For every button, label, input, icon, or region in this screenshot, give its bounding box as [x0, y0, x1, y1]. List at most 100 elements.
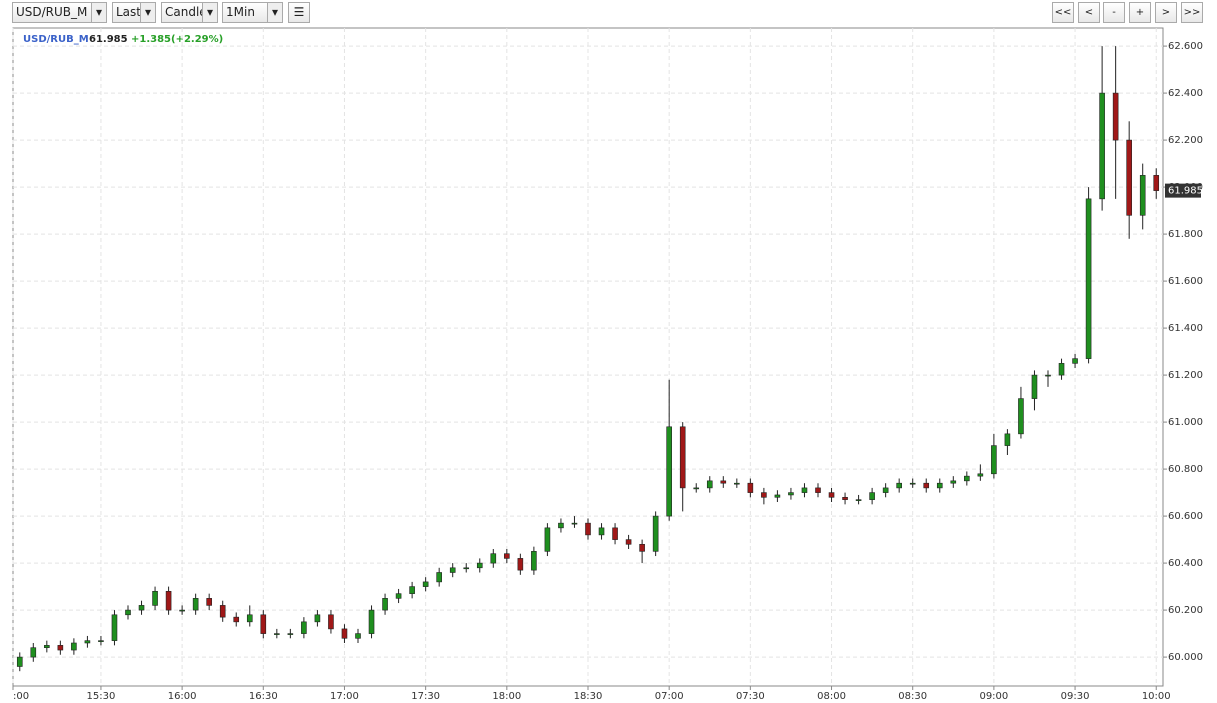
y-tick-label: 60.400: [1168, 558, 1203, 569]
x-tick-label: 17:30: [411, 691, 440, 702]
candle-body: [558, 522, 564, 529]
x-tick-label: 08:00: [817, 691, 846, 702]
price-type-select[interactable]: Last: [112, 2, 156, 23]
candle-body: [341, 628, 348, 639]
nav-button[interactable]: +: [1129, 2, 1151, 23]
candle-body: [909, 482, 916, 485]
candle-body: [612, 527, 618, 540]
nav-button[interactable]: <: [1078, 2, 1100, 23]
candle-body: [598, 527, 605, 536]
x-tick-label: 16:30: [249, 691, 278, 702]
candle-body: [368, 609, 375, 634]
last-price-box: [1165, 183, 1201, 198]
nav-button[interactable]: >: [1155, 2, 1177, 23]
candle-body: [314, 614, 321, 623]
candle-body: [1153, 175, 1160, 191]
candle-body: [287, 633, 294, 635]
candle-body: [355, 633, 361, 639]
candle-body: [382, 598, 388, 611]
legend-price: 61.985: [89, 34, 128, 45]
candle-body: [1045, 374, 1051, 377]
candle-body: [734, 482, 740, 485]
candle-body: [1126, 139, 1132, 216]
x-tick-label: 09:00: [979, 691, 1008, 702]
candle-body: [84, 640, 91, 644]
x-tick-label: 09:30: [1061, 691, 1090, 702]
y-tick-label: 61.400: [1168, 323, 1203, 334]
candle-body: [138, 605, 145, 611]
interval-select[interactable]: 1Min: [222, 2, 283, 23]
candle-body: [882, 487, 889, 493]
candle-body: [476, 562, 483, 569]
candle-body: [801, 487, 808, 493]
nav-button[interactable]: -: [1103, 2, 1125, 23]
candle-body: [693, 487, 700, 490]
x-tick-label: 15:30: [87, 691, 116, 702]
candle-body: [71, 642, 77, 651]
x-tick-label: 18:30: [574, 691, 603, 702]
candle-body: [30, 647, 37, 658]
y-tick-label: 61.200: [1168, 370, 1203, 381]
candle-body: [679, 426, 686, 489]
legend-change: +1.385(+2.29%): [131, 34, 223, 45]
y-tick-label: 62.400: [1168, 88, 1203, 99]
y-tick-label: 62.200: [1168, 135, 1203, 146]
candle-body: [964, 475, 970, 482]
candle-body: [761, 492, 767, 498]
candle-body: [869, 492, 875, 500]
x-tick-label: :00: [13, 691, 29, 702]
y-tick-label: 60.200: [1168, 605, 1203, 616]
candle-body: [544, 527, 551, 552]
candle-body: [152, 590, 158, 606]
candle-body: [274, 633, 280, 635]
candle-body: [639, 543, 645, 552]
y-tick-label: 60.800: [1168, 464, 1203, 475]
candle-body: [409, 586, 415, 594]
candle-body: [1139, 175, 1146, 216]
candle-body: [625, 539, 632, 545]
nav-button[interactable]: >>: [1181, 2, 1203, 23]
candle-body: [1099, 92, 1105, 200]
nav-button[interactable]: <<: [1052, 2, 1074, 23]
candle-body: [44, 645, 50, 648]
candle-body: [842, 496, 848, 500]
candle-body: [98, 640, 104, 642]
candle-body: [490, 553, 497, 564]
candle-body: [720, 480, 727, 484]
x-tick-label: 18:00: [492, 691, 521, 702]
candle-body: [1004, 433, 1011, 446]
candle-body: [192, 598, 199, 611]
symbol-select[interactable]: USD/RUB_M: [12, 2, 107, 23]
candle-body: [233, 616, 240, 623]
style-select[interactable]: Candle: [161, 2, 218, 23]
candle-body: [111, 614, 118, 641]
candle-body: [896, 482, 902, 489]
candle-body: [815, 487, 821, 493]
candle-body: [855, 499, 862, 501]
candle-body: [246, 614, 253, 623]
candle-body: [422, 581, 429, 587]
candle-body: [395, 593, 402, 599]
table-button[interactable]: ☰: [288, 2, 310, 23]
candle-body: [1058, 363, 1065, 376]
candle-body: [301, 621, 307, 634]
candle-body: [991, 445, 997, 475]
candle-body: [706, 480, 713, 489]
candle-body: [788, 492, 794, 496]
candle-body: [260, 614, 267, 634]
candle-body: [977, 473, 984, 477]
x-tick-label: 08:30: [898, 691, 927, 702]
candle-body: [774, 494, 781, 498]
candle-body: [950, 480, 957, 484]
candle-body: [666, 426, 672, 517]
x-tick-label: 10:00: [1142, 691, 1171, 702]
candle-body: [1031, 374, 1038, 399]
candle-body: [517, 558, 524, 571]
candle-body: [179, 609, 185, 612]
x-tick-label: 07:00: [655, 691, 684, 702]
candle-body: [463, 567, 470, 570]
candle-body: [652, 515, 659, 552]
candle-body: [449, 567, 456, 573]
